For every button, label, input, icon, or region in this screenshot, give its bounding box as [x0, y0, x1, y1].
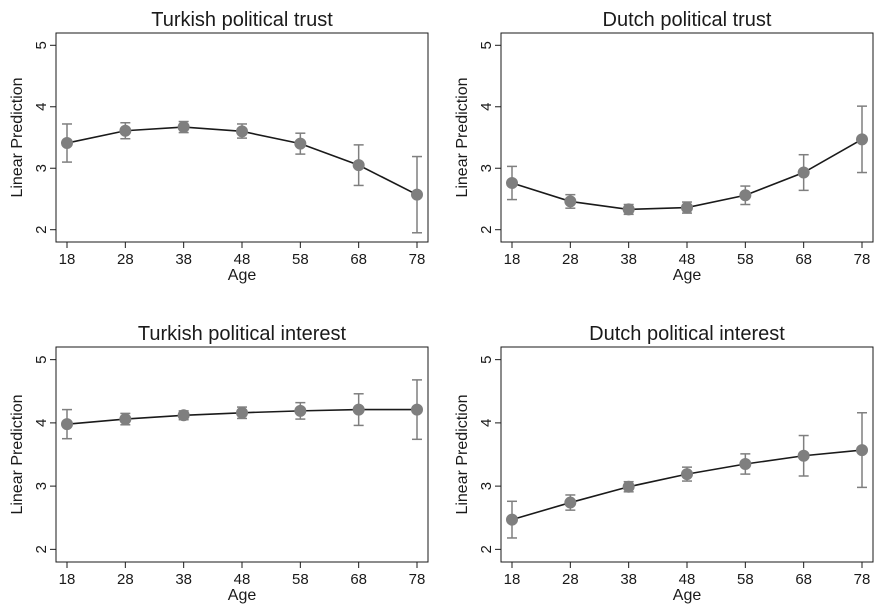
data-point [411, 188, 423, 201]
y-tick-label: 3 [33, 482, 50, 490]
y-tick-label: 4 [478, 419, 495, 427]
x-tick-label: 58 [292, 251, 309, 268]
x-axis-label: Age [228, 267, 257, 284]
y-tick-label: 3 [478, 164, 495, 172]
y-tick-label: 3 [33, 164, 50, 172]
x-tick-label: 38 [620, 571, 637, 588]
x-tick-label: 18 [504, 571, 521, 588]
chart-title: Turkish political interest [138, 323, 347, 345]
x-tick-label: 38 [620, 251, 637, 268]
data-point [681, 201, 693, 214]
x-tick-label: 68 [795, 571, 812, 588]
y-tick-label: 2 [33, 545, 50, 553]
y-tick-label: 2 [478, 226, 495, 234]
y-tick-label: 4 [478, 103, 495, 111]
x-tick-label: 78 [854, 251, 871, 268]
y-tick-label: 2 [33, 226, 50, 234]
x-axis-label: Age [673, 587, 702, 604]
x-tick-label: 38 [175, 251, 192, 268]
chart-panel-3: Turkish political interest 2 3 4 5 18 28 38 48 58… [9, 323, 429, 604]
x-tick-label: 58 [292, 571, 309, 588]
data-point [236, 125, 248, 138]
data-point [236, 406, 248, 419]
data-point [506, 513, 518, 526]
data-point [61, 418, 73, 431]
x-tick-label: 68 [795, 251, 812, 268]
data-point [119, 124, 132, 137]
x-tick-label: 38 [175, 571, 192, 588]
data-point [119, 413, 132, 426]
x-tick-label: 18 [59, 251, 76, 268]
x-tick-label: 58 [737, 571, 754, 588]
data-point [61, 137, 73, 150]
data-point [622, 203, 635, 216]
data-point [856, 133, 868, 146]
data-point [622, 480, 635, 493]
x-tick-label: 28 [562, 251, 579, 268]
x-tick-label: 48 [679, 251, 696, 268]
x-tick-label: 18 [504, 251, 521, 268]
x-tick-label: 48 [234, 571, 251, 588]
x-tick-label: 28 [117, 571, 134, 588]
y-tick-label: 4 [33, 419, 50, 427]
chart-panel-2: Dutch political trust 2 3 4 5 18 28 38 48 58 68 78 A… [454, 9, 874, 284]
x-tick-label: 28 [117, 251, 134, 268]
data-point [294, 404, 307, 417]
chart-title: Dutch political trust [603, 9, 772, 31]
x-tick-label: 48 [679, 571, 696, 588]
chart-panel-1: Turkish political trust 2 3 4 5 18 28 38 48 58 68 7… [9, 9, 429, 284]
y-tick-label: 5 [478, 355, 495, 363]
data-point [739, 457, 752, 470]
plot-frame [55, 346, 429, 563]
x-tick-label: 68 [350, 571, 367, 588]
data-point [681, 468, 693, 481]
data-point [352, 403, 365, 416]
y-axis-label: Linear Prediction [9, 394, 26, 514]
data-point [564, 496, 577, 509]
data-point [564, 195, 577, 208]
x-tick-label: 28 [562, 571, 579, 588]
data-point [352, 159, 365, 172]
chart-panel-4: Dutch political interest 2 3 4 5 18 28 38 48 58 68… [454, 323, 874, 604]
y-tick-label: 5 [33, 355, 50, 363]
x-tick-label: 48 [234, 251, 251, 268]
chart-title: Dutch political interest [589, 323, 785, 345]
y-tick-label: 3 [478, 482, 495, 490]
x-axis-label: Age [673, 267, 702, 284]
data-point [856, 444, 868, 457]
data-point [177, 121, 190, 134]
data-point [797, 449, 810, 462]
data-point [739, 189, 752, 202]
x-tick-label: 68 [350, 251, 367, 268]
x-tick-label: 78 [854, 571, 871, 588]
chart-title: Turkish political trust [151, 9, 333, 31]
series-line [511, 138, 863, 211]
x-tick-label: 78 [409, 251, 426, 268]
y-axis-label: Linear Prediction [454, 394, 471, 514]
data-point [177, 409, 190, 422]
data-point [411, 403, 423, 416]
y-tick-label: 4 [33, 103, 50, 111]
x-tick-label: 18 [59, 571, 76, 588]
x-tick-label: 78 [409, 571, 426, 588]
y-tick-label: 5 [478, 41, 495, 49]
series-line [511, 449, 863, 521]
y-axis-label: Linear Prediction [9, 77, 26, 197]
data-point [797, 166, 810, 179]
y-tick-label: 2 [478, 545, 495, 553]
x-axis-label: Age [228, 587, 257, 604]
x-tick-label: 58 [737, 251, 754, 268]
data-point [294, 137, 307, 150]
y-axis-label: Linear Prediction [454, 77, 471, 197]
data-point [506, 176, 518, 189]
y-tick-label: 5 [33, 41, 50, 49]
